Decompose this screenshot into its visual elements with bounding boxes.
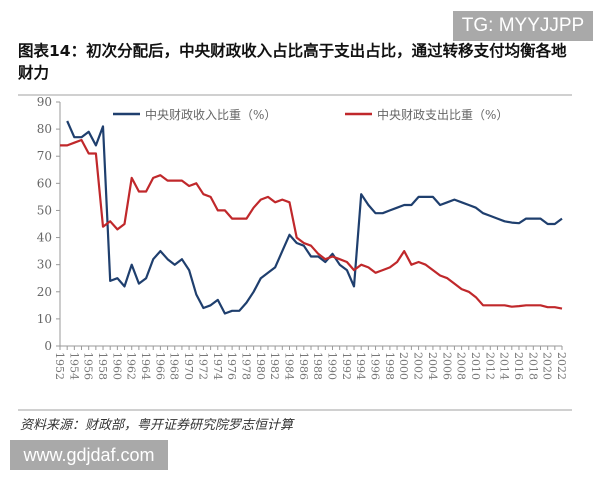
y-tick-label: 20 (37, 285, 52, 299)
x-tick-label: 1994 (354, 352, 367, 380)
x-tick-label: 1958 (96, 352, 109, 380)
series-line-expenditure (60, 138, 563, 310)
x-tick-label: 2018 (526, 352, 539, 380)
x-tick-label: 2016 (512, 352, 525, 380)
x-tick-label: 1962 (125, 352, 138, 380)
series-line-income (66, 120, 563, 315)
x-tick-label: 2012 (483, 352, 496, 380)
x-tick-label: 1960 (110, 352, 123, 380)
y-tick-label: 90 (37, 95, 52, 109)
x-tick-label: 2014 (498, 352, 511, 380)
x-tick-label: 2010 (469, 352, 482, 380)
x-tick-label: 1986 (297, 352, 310, 380)
x-tick-label: 2008 (455, 352, 468, 380)
y-tick-label: 50 (37, 203, 52, 217)
x-tick-label: 1970 (182, 352, 195, 380)
x-tick-label: 2006 (440, 352, 453, 380)
x-tick-label: 1978 (239, 352, 252, 380)
x-tick-label: 1964 (139, 352, 152, 380)
x-tick-label: 1952 (53, 352, 66, 380)
x-tick-label: 1996 (369, 352, 382, 380)
series-lines (60, 120, 563, 315)
x-tick-label: 1980 (254, 352, 267, 380)
y-tick-label: 0 (44, 339, 52, 353)
watermark-bottom: www.gdjdaf.com (10, 440, 168, 470)
x-tick-label: 1990 (326, 352, 339, 380)
x-tick-label: 1984 (282, 352, 295, 380)
x-tick-label: 1974 (211, 352, 224, 380)
y-tick-label: 60 (37, 176, 52, 190)
x-tick-label: 2002 (412, 352, 425, 380)
x-tick-label: 1992 (340, 352, 353, 380)
source-note: 资料来源：财政部，粤开证券研究院罗志恒计算 (20, 418, 294, 433)
chart-title: 图表14：初次分配后，中央财政收入占比高于支出占比，通过转移支付均衡各地财力 (18, 42, 567, 82)
x-tick-label: 1988 (311, 352, 324, 380)
footer-divider (18, 409, 572, 411)
legend-label-expenditure: 中央财政支出比重（%） (377, 107, 508, 122)
watermark-top: TG: MYYJJPP (453, 11, 593, 41)
y-tick-label: 30 (37, 258, 52, 272)
x-tick-label: 1966 (153, 352, 166, 380)
legend: 中央财政收入比重（%） 中央财政支出比重（%） (113, 107, 508, 122)
x-tick-label: 1954 (67, 352, 80, 380)
title-divider (18, 94, 572, 96)
x-tick-label: 2004 (426, 352, 439, 380)
x-tick-label: 1982 (268, 352, 281, 380)
x-tick-label: 2000 (397, 352, 410, 380)
x-tick-label: 2020 (541, 352, 554, 380)
y-tick-label: 80 (37, 122, 52, 136)
y-tick-label: 70 (37, 149, 52, 163)
x-tick-label: 1976 (225, 352, 238, 380)
y-tick-label: 40 (37, 231, 52, 245)
y-tick-label: 10 (37, 312, 52, 326)
x-tick-label: 1956 (82, 352, 95, 380)
x-tick-label: 1998 (383, 352, 396, 380)
x-tick-label: 1972 (196, 352, 209, 380)
legend-label-income: 中央财政收入比重（%） (145, 107, 276, 122)
x-tick-label: 1968 (168, 352, 181, 380)
x-tick-label: 2022 (555, 352, 568, 380)
